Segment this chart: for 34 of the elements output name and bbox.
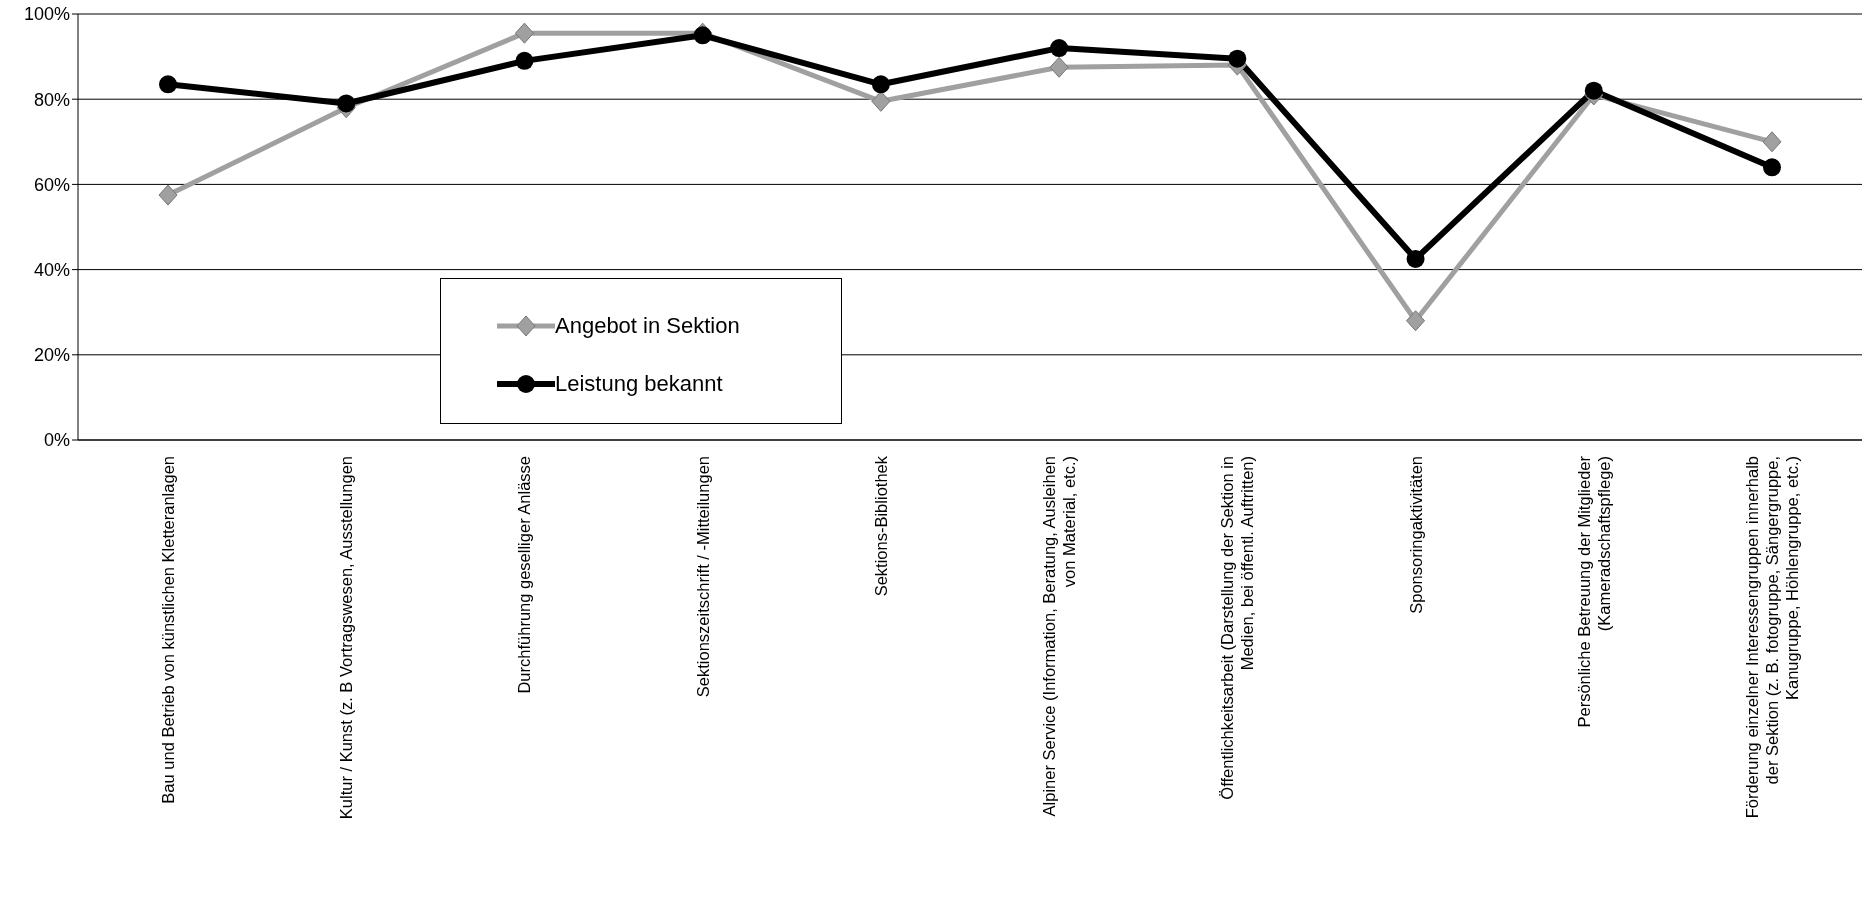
y-tick-label: 60% [33, 174, 70, 195]
y-tick-label: 80% [33, 89, 70, 110]
x-tick-label: Kultur / Kunst (z. B Vortragswesen, Ausstellungen [337, 456, 356, 820]
y-tick-label: 0% [43, 430, 70, 451]
point [1584, 81, 1603, 100]
point [871, 75, 890, 94]
x-tick-label: Sektionszeitschrift / -Mitteilungen [693, 456, 712, 698]
x-tick-label: Bau und Betrieb von künstlichen Kletteranlagen [159, 456, 177, 804]
x-tick-label: Persönliche Betreuung der Mitglieder (Kameradschaftspflege) [1574, 455, 1613, 728]
point [337, 94, 356, 113]
point [515, 51, 534, 70]
point [1762, 131, 1782, 153]
y-tick-label: 40% [33, 259, 70, 280]
point [158, 184, 178, 206]
x-tick-label: Sektions-Bibliothek [871, 455, 890, 597]
y-tick-label: 20% [33, 345, 70, 366]
point [693, 26, 712, 45]
x-tick-label: Durchführung geselliger Anlässe [515, 456, 534, 694]
y-tick-label: 100% [23, 4, 70, 25]
point [159, 75, 177, 94]
x-tick-label: Sponsoringaktivitäten [1406, 456, 1425, 614]
point [1406, 310, 1426, 332]
x-tick-label: Alpiner Service (Information, Beratung, Ausleihen von Material, etc.) [1040, 456, 1079, 817]
point [1049, 56, 1069, 78]
legend-label: Leistung bekannt [555, 371, 723, 397]
point [1406, 249, 1425, 268]
point [1228, 49, 1247, 68]
point [1050, 39, 1069, 58]
point [871, 90, 891, 112]
legend-label: Angebot in Sektion [555, 313, 740, 339]
point [1763, 158, 1781, 177]
x-tick-label: Förderung einzelner Interessengruppen innerhalb der Sektion (z. B. fotogruppe, Sängergruppe, Kanugruppe, Höhlengruppe, etc.) [1743, 456, 1801, 819]
point [514, 22, 534, 44]
x-tick-label: Öffentlichkeitsarbeit (Darstellung der Sektion in Medien, bei öffentl. Auftritten) [1218, 456, 1257, 800]
